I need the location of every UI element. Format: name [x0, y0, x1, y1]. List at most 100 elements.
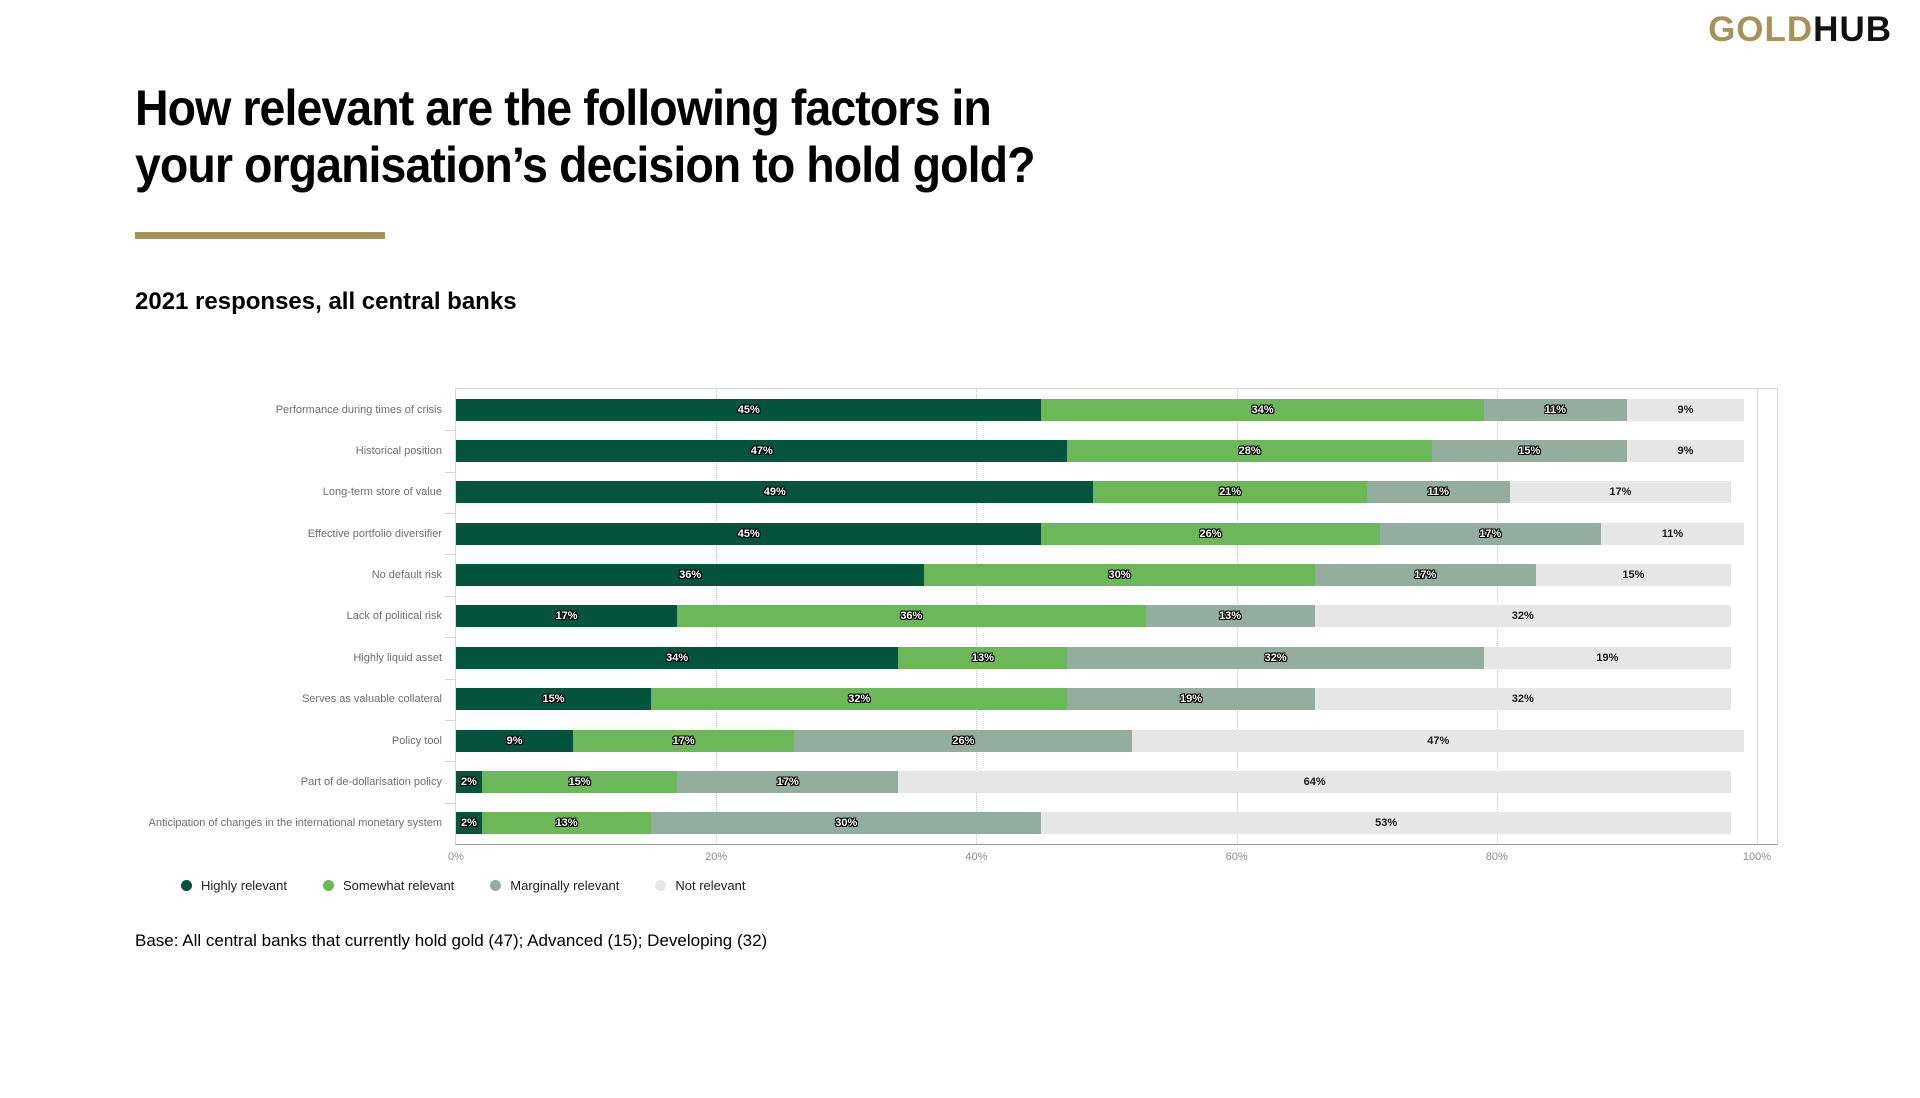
bar-segment: 13% [1145, 605, 1315, 628]
bar-track: 17% 36% 13% 32% [456, 605, 1757, 628]
x-axis-tick-label: 0% [448, 851, 464, 863]
bar-value-label: 2% [461, 775, 477, 788]
bar-segment: 36% [677, 605, 1146, 628]
chart-subtitle: 2021 responses, all central banks [135, 288, 517, 315]
bar-value-label: 64% [1303, 775, 1326, 788]
bar-value-label: 30% [1108, 569, 1131, 582]
category-label: Serves as valuable collateral [301, 693, 442, 706]
bar-segment: 2% [456, 770, 483, 793]
bar-track: 2% 13% 30% 53% [456, 812, 1757, 835]
bar-segment: 13% [898, 646, 1068, 669]
bar-value-label: 36% [679, 569, 702, 582]
bar-track: 34% 13% 32% 19% [456, 646, 1757, 669]
category-label: Lack of political risk [346, 610, 442, 623]
y-axis-tick [445, 761, 456, 763]
bar-segment: 47% [1132, 729, 1744, 752]
bar-segment: 15% [1431, 440, 1627, 463]
x-axis: 0% 20% 40% 60% 80% 100% [448, 851, 1777, 867]
bar-value-label: 32% [1511, 610, 1534, 623]
bar-value-label: 13% [971, 651, 994, 664]
chart-row: Serves as valuable collateral 15% 32% 19% 32… [302, 679, 1777, 720]
bar-value-label: 17% [672, 734, 695, 747]
page-title-line2: your organisation’s decision to hold gol… [135, 137, 1036, 193]
bar-value-label: 11% [1544, 403, 1567, 416]
bar-segment: 28% [1067, 440, 1432, 463]
bar-value-label: 9% [1677, 445, 1694, 458]
category-label: No default risk [371, 569, 442, 582]
bar-value-label: 11% [1427, 486, 1449, 499]
bar-value-label: 13% [555, 817, 578, 830]
bar-segment: 32% [1314, 605, 1731, 628]
bar-segment: 30% [924, 564, 1315, 587]
bar-track: 49% 21% 11% 17% [456, 481, 1757, 504]
bar-value-label: 34% [1251, 403, 1274, 416]
legend-dot-icon [655, 880, 667, 891]
bar-value-label: 17% [1414, 569, 1437, 582]
x-axis-tick-label: 80% [1485, 851, 1508, 863]
chart-row: Performance during times of crisis 45% 34%… [276, 389, 1777, 430]
bar-segment: 49% [456, 481, 1094, 504]
bar-value-label: 15% [1622, 569, 1645, 582]
legend-label: Not relevant [675, 878, 746, 893]
bar-value-label: 15% [542, 693, 565, 706]
y-axis-tick [445, 637, 456, 639]
page-title-line1: How relevant are the following factors i… [135, 80, 992, 136]
chart-row: Long-term store of value 49% 21% 11% 17% [323, 472, 1777, 513]
bar-value-label: 32% [1264, 651, 1287, 664]
bar-value-label: 13% [1219, 610, 1242, 623]
legend-label: Somewhat relevant [343, 878, 455, 893]
category-label: Part of de-dollarisation policy [300, 775, 442, 788]
bar-value-label: 53% [1375, 817, 1398, 830]
bar-segment: 47% [456, 440, 1068, 463]
logo-hub-text: HUB [1813, 10, 1892, 49]
legend-label: Marginally relevant [510, 878, 620, 893]
title-underline [135, 232, 385, 239]
chart-row: Historical position 47% 28% 15% 9% [356, 430, 1777, 471]
bar-segment: 19% [1067, 688, 1315, 711]
bar-value-label: 36% [900, 610, 923, 623]
bar-value-label: 17% [555, 610, 578, 623]
category-label: Highly liquid asset [353, 651, 442, 664]
bar-value-label: 49% [763, 486, 786, 499]
legend-item: Somewhat relevant [323, 878, 454, 893]
bar-segment: 15% [456, 688, 652, 711]
bar-segment: 15% [482, 770, 678, 793]
page-title: How relevant are the following factors i… [135, 80, 1036, 194]
y-axis-tick [445, 719, 456, 721]
legend-label: Highly relevant [201, 878, 287, 893]
bar-value-label: 17% [1479, 527, 1502, 540]
bar-track: 45% 34% 11% 9% [456, 398, 1757, 421]
bar-track: 36% 30% 17% 15% [456, 564, 1757, 587]
bar-segment: 17% [573, 729, 795, 752]
bar-value-label: 45% [737, 527, 760, 540]
legend-item: Not relevant [655, 878, 745, 893]
legend-dot-icon [181, 880, 192, 891]
x-axis-tick-label: 100% [1742, 851, 1772, 863]
y-axis-tick [445, 802, 456, 804]
y-axis-tick [445, 513, 456, 515]
bar-segment: 15% [1535, 564, 1731, 587]
bar-value-label: 34% [666, 651, 689, 664]
bar-track: 2% 15% 17% 64% [456, 770, 1757, 793]
bar-value-label: 32% [1511, 693, 1534, 706]
y-axis-tick [445, 471, 456, 473]
bar-value-label: 2% [461, 817, 477, 830]
bar-track: 47% 28% 15% 9% [456, 440, 1757, 463]
bar-segment: 11% [1366, 481, 1510, 504]
bar-value-label: 17% [1609, 486, 1632, 499]
bar-segment: 32% [1314, 688, 1731, 711]
category-label: Policy tool [391, 734, 442, 747]
bar-value-label: 11% [1661, 527, 1684, 540]
legend-item: Highly relevant [181, 878, 287, 893]
bar-segment: 32% [1067, 646, 1484, 669]
x-axis-tick-label: 60% [1225, 851, 1248, 863]
bar-segment: 11% [1600, 522, 1744, 545]
bar-value-label: 47% [750, 445, 773, 458]
chart-rows: Performance during times of crisis 45% 34%… [149, 389, 1777, 844]
bar-value-label: 26% [952, 734, 975, 747]
bar-segment: 64% [898, 770, 1731, 793]
chart-row: Highly liquid asset 34% 13% 32% 19% [353, 637, 1777, 678]
bar-value-label: 32% [848, 693, 871, 706]
bar-segment: 45% [456, 522, 1042, 545]
